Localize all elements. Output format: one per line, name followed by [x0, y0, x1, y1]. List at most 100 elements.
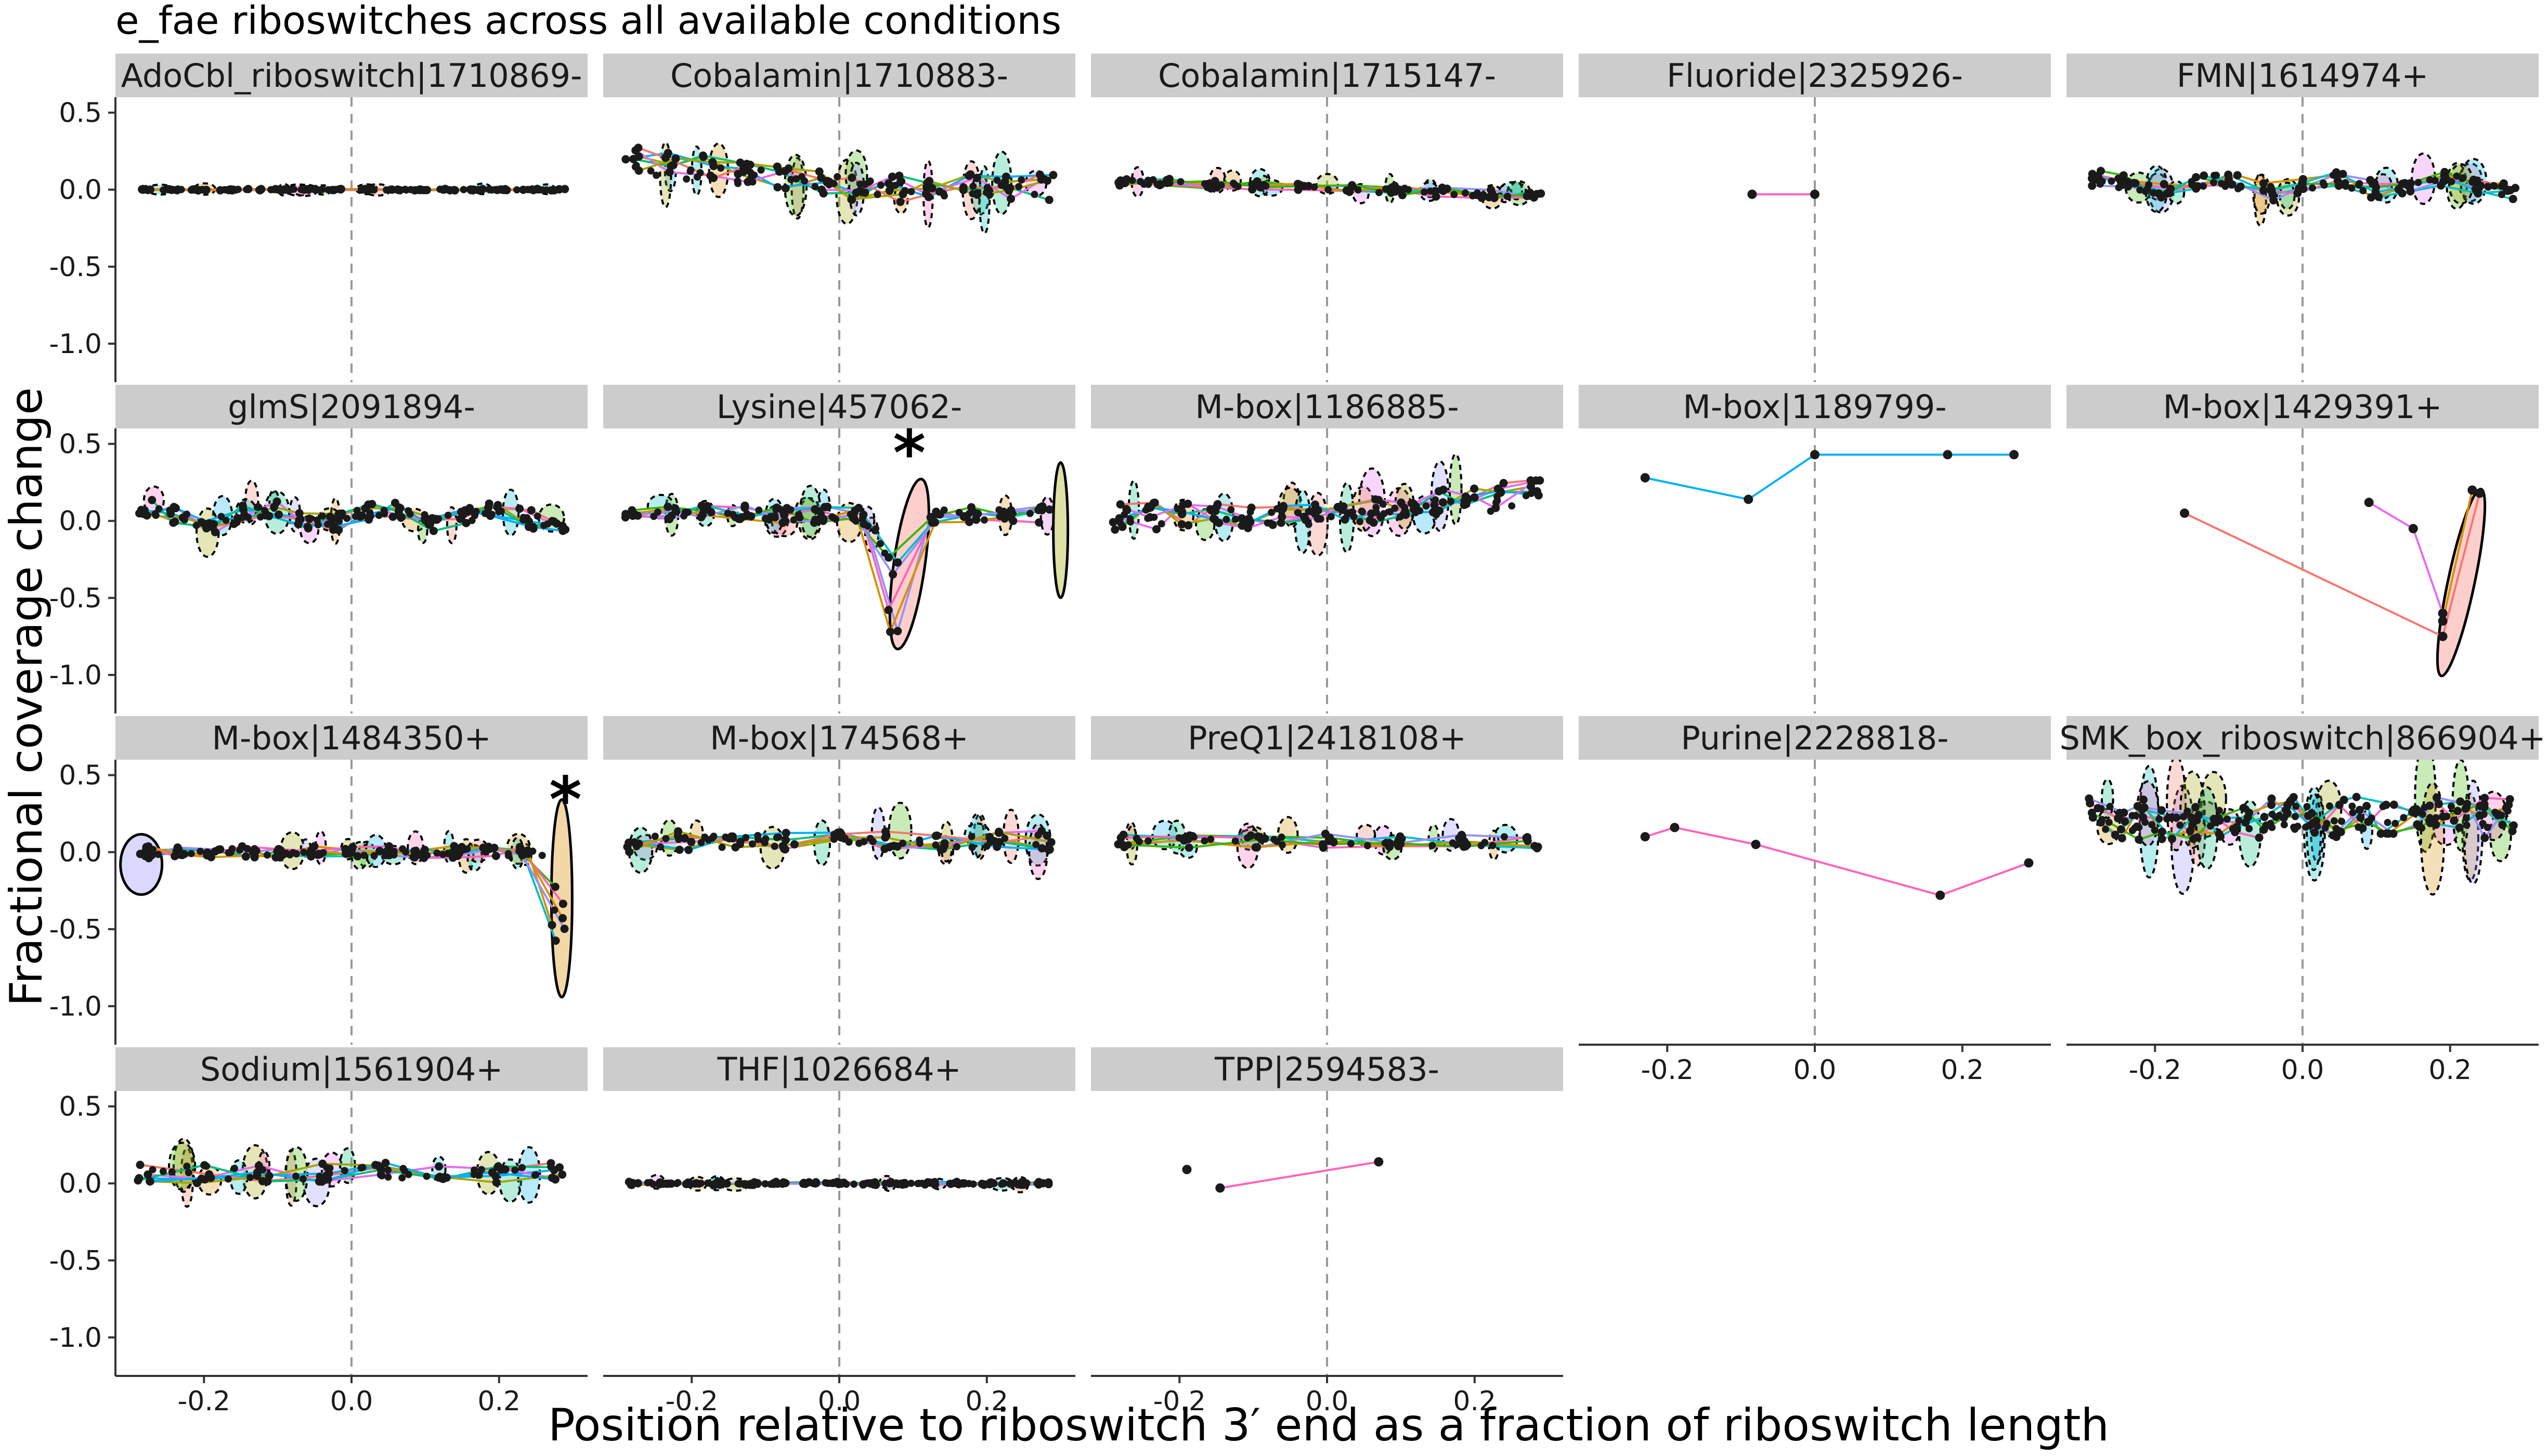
data-point	[2509, 821, 2518, 830]
data-point	[717, 164, 725, 172]
data-point	[2339, 796, 2348, 804]
data-point	[381, 1159, 390, 1167]
data-point	[2215, 807, 2223, 814]
data-point	[965, 510, 973, 517]
facet-strip	[603, 716, 1075, 760]
data-point	[1459, 833, 1466, 841]
data-point	[360, 851, 368, 859]
data-point	[148, 852, 156, 860]
facet-strip	[115, 54, 588, 97]
data-point	[928, 518, 937, 527]
data-point	[955, 509, 963, 516]
data-point	[2320, 181, 2328, 189]
data-point	[1324, 836, 1333, 845]
data-point	[2157, 827, 2166, 836]
data-point	[674, 827, 683, 836]
data-point	[749, 178, 757, 186]
data-point	[893, 558, 902, 567]
data-point	[230, 1164, 238, 1172]
data-point	[324, 186, 332, 193]
data-point	[513, 186, 521, 194]
data-point	[656, 843, 664, 851]
data-point	[1035, 518, 1044, 527]
y-tick-label: 0.5	[59, 98, 102, 129]
panel-plot-area	[1640, 428, 2019, 713]
data-point	[423, 1173, 431, 1180]
data-point	[306, 850, 314, 858]
data-point	[1032, 841, 1040, 849]
data-point	[399, 1165, 407, 1173]
data-point	[2498, 821, 2507, 829]
data-point	[822, 1179, 829, 1187]
data-point	[712, 1179, 720, 1187]
data-point	[491, 852, 500, 861]
facet-strip	[115, 1047, 588, 1091]
data-point	[972, 514, 980, 522]
data-point	[1379, 500, 1387, 508]
data-point	[1190, 833, 1198, 841]
data-point	[229, 519, 238, 528]
data-point	[680, 834, 689, 842]
data-point	[953, 843, 960, 851]
data-point	[1412, 502, 1420, 510]
data-point	[2117, 834, 2126, 842]
data-point	[1212, 180, 1219, 188]
data-point	[1229, 179, 1237, 187]
panel-plot-area	[2085, 760, 2518, 1045]
data-point	[968, 833, 976, 840]
data-point	[2329, 171, 2337, 179]
data-point	[978, 1179, 986, 1188]
data-point	[1121, 511, 1128, 518]
data-point	[2313, 822, 2321, 830]
data-point	[370, 852, 378, 860]
data-point	[2463, 821, 2471, 829]
data-point	[625, 848, 634, 856]
data-point	[740, 501, 749, 510]
data-point	[2200, 182, 2207, 190]
data-point	[199, 519, 207, 527]
data-point	[881, 827, 890, 836]
data-point	[1243, 524, 1252, 532]
data-point	[2302, 823, 2310, 831]
data-point	[2283, 804, 2291, 812]
data-point	[292, 850, 300, 858]
data-point	[985, 1179, 993, 1187]
data-point	[632, 162, 640, 170]
facet-panel: M-box|1189799-	[1579, 385, 2051, 713]
facet-panel: Purine|2228818- -0.2 0.0 0.2	[1579, 716, 2051, 1086]
data-point	[754, 836, 762, 843]
data-point	[2224, 179, 2231, 187]
data-point	[402, 848, 410, 856]
data-point	[907, 1179, 915, 1187]
data-point	[665, 515, 672, 523]
significance-star: *	[549, 764, 582, 836]
facet-label: Cobalamin|1710883-	[670, 57, 1008, 95]
data-point	[790, 840, 799, 849]
data-point	[2116, 178, 2124, 186]
data-point	[701, 834, 709, 841]
facet-panel: Cobalamin|1710883-	[603, 54, 1075, 382]
facet-strip	[1579, 385, 2051, 428]
data-point	[1251, 843, 1260, 852]
facet-strip	[115, 385, 588, 428]
data-point	[2157, 806, 2166, 815]
data-point	[477, 1166, 485, 1174]
data-point	[653, 172, 660, 179]
data-point	[2088, 813, 2097, 822]
panel-plot-area	[1640, 760, 2034, 1045]
data-point	[259, 1166, 267, 1174]
data-point	[303, 186, 310, 193]
data-point	[341, 1167, 348, 1175]
data-point	[1231, 515, 1239, 523]
data-point	[1018, 176, 1025, 184]
data-point	[2259, 179, 2268, 188]
data-point	[754, 1180, 762, 1188]
condition-line	[137, 1164, 560, 1183]
data-point	[2438, 616, 2448, 626]
data-point	[801, 1179, 810, 1188]
data-point	[2330, 817, 2338, 825]
data-point	[2243, 813, 2252, 822]
data-point	[1324, 186, 1332, 193]
data-point	[1116, 500, 1125, 509]
data-point	[2323, 820, 2331, 827]
